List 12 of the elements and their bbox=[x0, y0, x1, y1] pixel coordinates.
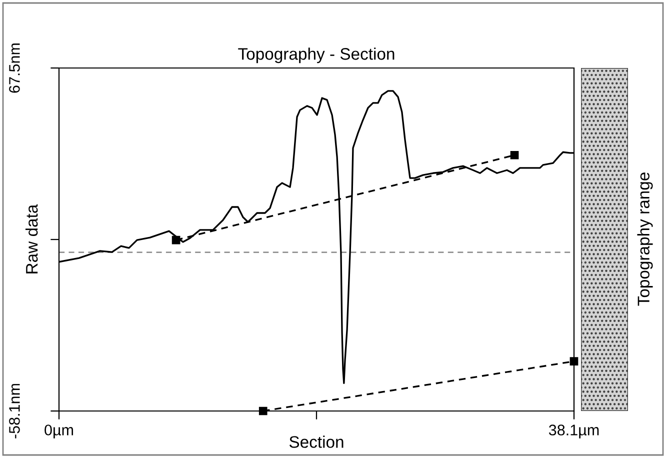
point bbox=[258, 406, 268, 416]
chart-title: Topography - Section bbox=[238, 48, 394, 64]
point bbox=[172, 236, 180, 244]
y-tick-label: 67.5nm bbox=[9, 44, 20, 93]
x-tick-label: 0µm bbox=[44, 424, 74, 438]
x-tick-label: 38.1µm bbox=[548, 424, 599, 438]
color-bar-title: Topography range bbox=[637, 172, 653, 306]
point bbox=[510, 150, 519, 160]
x-axis-title: Section bbox=[289, 436, 344, 448]
y-axis-title: Raw data bbox=[25, 204, 38, 274]
y-tick-label: -58.1nm bbox=[9, 384, 20, 438]
point bbox=[570, 357, 578, 366]
